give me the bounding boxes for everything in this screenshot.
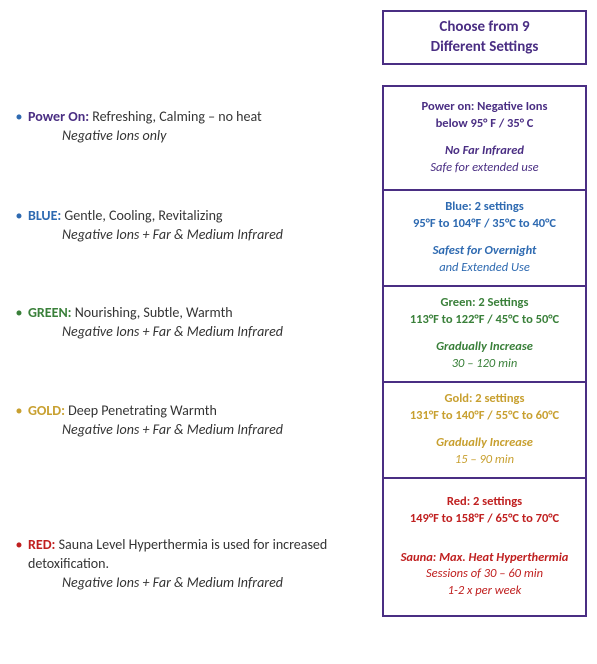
setting-blue: • BLUE: Gentle, Cooling, Revitalizing Ne…: [10, 207, 370, 245]
bullet-icon: •: [10, 536, 28, 555]
header-box: Choose from 9 Different Settings: [382, 10, 587, 65]
setting-desc: Deep Penetrating Warmth: [65, 402, 217, 419]
box-line: 95°F to 104°F / 35°C to 40°C: [388, 216, 581, 233]
item-body: GREEN: Nourishing, Subtle, Warmth Negati…: [28, 304, 370, 342]
right-column: Choose from 9 Different Settings Power o…: [382, 0, 597, 664]
box-gold: Gold: 2 settings 131°F to 140°F / 55°C t…: [382, 381, 587, 479]
setting-desc: Sauna Level Hyperthermia is used for inc…: [28, 536, 327, 572]
box-line: 113°F to 122°F / 45°C to 50°C: [388, 312, 581, 329]
box-line: below 95° F / 35° C: [388, 116, 581, 133]
layout-container: • Power On: Refreshing, Calming – no hea…: [0, 0, 597, 664]
box-line: Power on: Negative Ions: [388, 99, 581, 116]
box-power-on: Power on: Negative Ions below 95° F / 35…: [382, 85, 587, 191]
setting-sub: Negative Ions only: [28, 127, 370, 146]
setting-label: Power On:: [28, 108, 89, 125]
setting-sub: Negative Ions + Far & Medium Infrared: [28, 574, 370, 593]
setting-desc: Refreshing, Calming – no heat: [89, 108, 262, 125]
setting-label: BLUE:: [28, 207, 61, 224]
setting-red: • RED: Sauna Level Hyperthermia is used …: [10, 536, 370, 593]
setting-gold: • GOLD: Deep Penetrating Warmth Negative…: [10, 402, 370, 440]
box-line: 15 – 90 min: [388, 452, 581, 469]
bullet-icon: •: [10, 108, 28, 127]
bullet-icon: •: [10, 304, 28, 323]
setting-sub: Negative Ions + Far & Medium Infrared: [28, 226, 370, 245]
header-line2: Different Settings: [388, 38, 581, 58]
box-green: Green: 2 Settings 113°F to 122°F / 45°C …: [382, 285, 587, 383]
box-line: and Extended Use: [388, 260, 581, 277]
setting-sub: Negative Ions + Far & Medium Infrared: [28, 323, 370, 342]
box-red: Red: 2 settings 149°F to 158°F / 65°C to…: [382, 477, 587, 617]
box-line: Gradually Increase: [388, 339, 581, 356]
box-line: No Far Infrared: [388, 143, 581, 160]
setting-desc: Gentle, Cooling, Revitalizing: [61, 207, 222, 224]
box-line: Sessions of 30 – 60 min: [388, 566, 581, 583]
setting-label: RED:: [28, 536, 55, 553]
box-line: Gradually Increase: [388, 435, 581, 452]
setting-label: GREEN:: [28, 304, 72, 321]
box-line: 149°F to 158°F / 65°C to 70°C: [388, 511, 581, 528]
box-line: Green: 2 Settings: [388, 295, 581, 312]
box-line: Gold: 2 settings: [388, 391, 581, 408]
box-line: Sauna: Max. Heat Hyperthermia: [388, 550, 581, 567]
box-line: Red: 2 settings: [388, 494, 581, 511]
left-column: • Power On: Refreshing, Calming – no hea…: [0, 0, 382, 664]
item-body: RED: Sauna Level Hyperthermia is used fo…: [28, 536, 370, 593]
setting-power-on: • Power On: Refreshing, Calming – no hea…: [10, 108, 370, 146]
box-blue: Blue: 2 settings 95°F to 104°F / 35°C to…: [382, 189, 587, 287]
bullet-icon: •: [10, 402, 28, 421]
setting-desc: Nourishing, Subtle, Warmth: [72, 304, 233, 321]
setting-sub: Negative Ions + Far & Medium Infrared: [28, 421, 370, 440]
box-line: 131°F to 140°F / 55°C to 60°C: [388, 408, 581, 425]
box-line: Safe for extended use: [388, 160, 581, 177]
item-body: Power On: Refreshing, Calming – no heat …: [28, 108, 370, 146]
box-line: 30 – 120 min: [388, 356, 581, 373]
box-line: Blue: 2 settings: [388, 199, 581, 216]
box-line: 1-2 x per week: [388, 583, 581, 600]
setting-label: GOLD:: [28, 402, 65, 419]
bullet-icon: •: [10, 207, 28, 226]
box-line: Safest for Overnight: [388, 243, 581, 260]
item-body: GOLD: Deep Penetrating Warmth Negative I…: [28, 402, 370, 440]
header-line1: Choose from 9: [388, 18, 581, 38]
item-body: BLUE: Gentle, Cooling, Revitalizing Nega…: [28, 207, 370, 245]
setting-green: • GREEN: Nourishing, Subtle, Warmth Nega…: [10, 304, 370, 342]
